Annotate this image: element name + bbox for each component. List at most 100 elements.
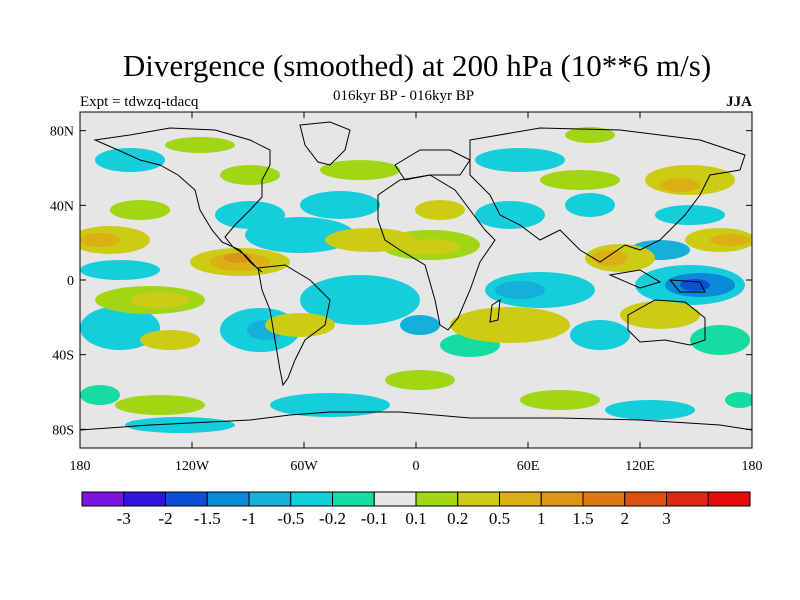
chart-title: Divergence (smoothed) at 200 hPa (10**6 … <box>122 48 712 83</box>
neg-region <box>270 393 390 417</box>
australia-coast <box>627 299 706 346</box>
y-axis: 80N 40N 0 40S 80S <box>50 125 752 438</box>
neg-region <box>690 325 750 355</box>
pos-region <box>140 330 200 350</box>
colorbar: -3 -2 -1.5 -1 -0.5 -0.2 -0.1 0.1 0.2 0.5 1 1.5 2 3 <box>81 491 751 528</box>
new-guinea-coast <box>668 279 706 293</box>
pos-region <box>320 160 400 180</box>
colorbar-label: -0.2 <box>319 509 346 528</box>
x-tick-label: 180 <box>70 459 91 474</box>
neg-region <box>300 191 380 219</box>
colorbar-swatch <box>666 491 709 507</box>
pos-region <box>520 390 600 410</box>
colorbar-label: -1.5 <box>194 509 221 528</box>
europe-coast <box>394 149 471 181</box>
africa-coast <box>377 174 496 331</box>
pos-region <box>565 127 615 143</box>
x-tick-label: 180 <box>742 459 763 474</box>
neg-region <box>400 315 440 335</box>
colorbar-label: -0.5 <box>277 509 304 528</box>
coastlines <box>80 121 752 431</box>
colorbar-swatch <box>165 491 208 507</box>
x-tick-label: 60W <box>290 459 318 474</box>
pos-region <box>415 200 465 220</box>
pos-region <box>110 200 170 220</box>
colorbar-label: 1.5 <box>572 509 593 528</box>
madagascar-coast <box>489 299 501 323</box>
y-tick-label: 40N <box>50 199 74 214</box>
colorbar-label: -0.1 <box>361 509 388 528</box>
colorbar-swatch <box>123 491 166 507</box>
colorbar-swatch <box>457 491 500 507</box>
colorbar-swatch <box>540 491 584 507</box>
neg-region <box>570 320 630 350</box>
neg-region <box>300 275 420 325</box>
neg-region <box>475 201 545 229</box>
pos-region <box>385 370 455 390</box>
pos-region <box>592 250 628 266</box>
neg-region <box>80 260 160 280</box>
y-tick-label: 0 <box>67 274 74 289</box>
y-tick-label: 80N <box>50 125 74 140</box>
experiment-label: Expt = tdwzq-tdacq <box>80 94 199 110</box>
neg-region <box>725 392 752 408</box>
pos-region <box>660 178 700 192</box>
x-tick-label: 120W <box>175 459 210 474</box>
x-axis: 180 120W 60W 0 60E 120E 180 <box>70 112 763 474</box>
pos-region <box>620 301 700 329</box>
colorbar-swatch <box>332 491 375 507</box>
x-tick-label: 60E <box>517 459 540 474</box>
pos-region <box>220 165 280 185</box>
pos-region <box>710 234 750 246</box>
colorbar-swatch <box>290 491 333 507</box>
pos-region <box>80 233 120 247</box>
asia-coast <box>469 127 746 263</box>
colorbar-label: 0.1 <box>405 509 426 528</box>
x-tick-label: 120E <box>625 459 655 474</box>
indonesia-coast <box>608 269 662 289</box>
colorbar-swatch <box>624 491 667 507</box>
neg-region <box>475 148 565 172</box>
pos-region <box>400 239 460 255</box>
neg-region <box>80 385 120 405</box>
neg-region <box>605 400 695 420</box>
pos-region <box>325 228 415 252</box>
divergence-field <box>80 127 752 433</box>
neg-region <box>95 148 165 172</box>
south-america-coast <box>257 264 331 387</box>
colorbar-swatch <box>81 491 125 507</box>
season-label: JJA <box>726 94 752 110</box>
pos-region <box>450 307 570 343</box>
neg-region <box>655 205 725 225</box>
neg-region <box>495 281 545 299</box>
chart-subtitle: 016kyr BP - 016kyr BP <box>333 88 475 104</box>
north-america-coast <box>93 127 271 273</box>
pos-region <box>540 170 620 190</box>
antarctica-coast <box>80 411 752 431</box>
colorbar-label: 3 <box>662 509 671 528</box>
colorbar-label: -2 <box>158 509 172 528</box>
colorbar-label: 2 <box>621 509 630 528</box>
pos-region <box>165 137 235 153</box>
pos-region <box>130 292 190 308</box>
colorbar-label: -3 <box>117 509 131 528</box>
neg-region <box>125 417 235 433</box>
colorbar-label: -1 <box>242 509 256 528</box>
colorbar-swatch <box>707 491 751 507</box>
colorbar-swatch <box>373 491 417 507</box>
neg-region <box>215 201 285 229</box>
greenland-coast <box>299 121 351 166</box>
colorbar-swatch <box>582 491 626 507</box>
x-tick-label: 0 <box>413 459 420 474</box>
y-tick-label: 80S <box>52 423 74 438</box>
neg-region <box>245 217 355 253</box>
pos-region <box>115 395 205 415</box>
colorbar-label: 0.2 <box>447 509 468 528</box>
colorbar-swatch <box>415 491 459 507</box>
colorbar-swatch <box>248 491 292 507</box>
colorbar-swatch <box>499 491 542 507</box>
neg-region <box>565 193 615 217</box>
colorbar-label: 1 <box>537 509 546 528</box>
colorbar-label: 0.5 <box>489 509 510 528</box>
